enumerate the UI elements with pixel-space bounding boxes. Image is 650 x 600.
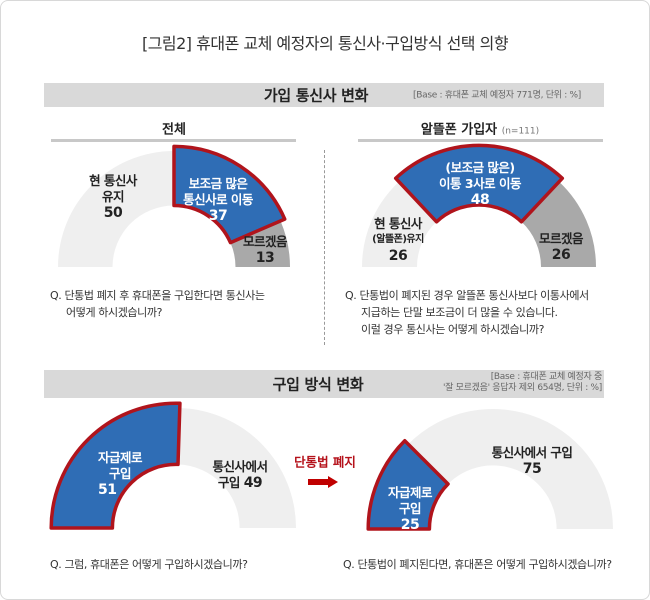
section2-title: 구입 방식 변화 xyxy=(272,375,364,394)
donut-slice xyxy=(58,151,174,267)
slice-label: 현 통신사 유지 50 xyxy=(89,173,137,221)
donut-slice xyxy=(366,439,450,531)
donut-slice xyxy=(172,144,287,245)
question-left-2: Q. 그럼, 휴대폰은 어떻게 구입하시겠습니까? xyxy=(50,558,248,571)
underline xyxy=(358,139,603,142)
question-right-2: Q. 단통법이 폐지된다면, 휴대폰은 어떻게 구입하시겠습니까? xyxy=(343,558,612,571)
slice-label: 모르겠음 13 xyxy=(242,234,288,266)
divider xyxy=(324,150,325,345)
slice-label: 현 통신사 (알뜰폰)유지 26 xyxy=(372,216,424,264)
section2-base: [Base : 휴대폰 교체 예정자 중 '잘 모르겠음' 응답자 제외 654명… xyxy=(442,372,602,393)
subtitle-all: 전체 xyxy=(162,122,186,138)
slice-label: 통신사에서 구입 75 xyxy=(491,445,573,477)
question-right: Q. 단통법이 폐지된 경우 알뜰폰 통신사보다 이통사에서 지급하는 단말 보조… xyxy=(345,289,589,336)
subtitle-mvno-label: 알뜰폰 가입자 xyxy=(420,122,498,138)
arrow-right-icon xyxy=(308,473,338,492)
subtitle-mvno: 알뜰폰 가입자 (n=111) xyxy=(421,119,539,138)
donut-slice xyxy=(49,401,182,530)
slice-label: 자급제로 구입 25 xyxy=(387,485,433,533)
slice-label: 보조금 많은 통신사로 이동 37 xyxy=(183,176,253,224)
slice-label: 통신사에서 구입 49 xyxy=(212,459,268,491)
donut-slice xyxy=(408,408,613,529)
slice-label: 모르겠음 26 xyxy=(538,231,584,263)
section1-title: 가입 통신사 변화 xyxy=(263,86,369,105)
section1-bar xyxy=(44,83,604,107)
question-left: Q. 단통법 폐지 후 휴대폰을 구입한다면 통신사는 어떻게 하시겠습니까? xyxy=(50,289,265,319)
underline xyxy=(51,139,296,142)
section1-base: [Base : 휴대폰 교체 예정자 771명, 단위 : %] xyxy=(413,90,581,101)
subtitle-mvno-n: (n=111) xyxy=(501,126,540,137)
arrow-label: 단통법 폐지 xyxy=(294,454,356,470)
donut-slice xyxy=(177,408,296,528)
donut-slice xyxy=(230,220,290,267)
slice-label: (보조금 많은) 이통 3사로 이동 48 xyxy=(439,160,521,208)
figure-title: [그림2] 휴대폰 교체 예정자의 통신사·구입방식 선택 의향 xyxy=(141,34,509,53)
section2-bar xyxy=(44,370,604,398)
slice-label: 자급제로 구입 51 xyxy=(97,450,143,498)
donut-slice xyxy=(393,143,565,224)
